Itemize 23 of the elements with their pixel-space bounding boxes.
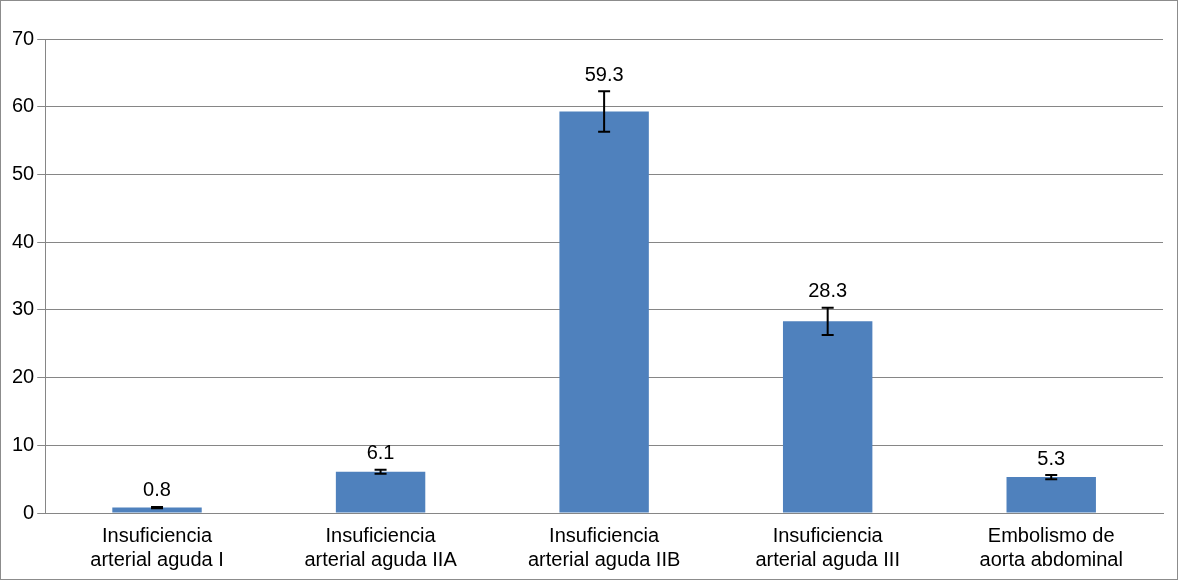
data-label: 0.8 <box>143 478 171 501</box>
x-tick-label: Insuficiencia arterial aguda IIA <box>304 523 458 570</box>
bar <box>335 471 426 513</box>
bar <box>782 321 873 513</box>
y-tick-label: 40 <box>12 229 35 252</box>
y-tick-label: 30 <box>12 297 35 320</box>
data-label: 28.3 <box>808 279 848 302</box>
bar <box>559 111 649 513</box>
y-tick-label: 10 <box>12 432 35 455</box>
data-label: 6.1 <box>366 441 395 464</box>
y-tick-label: 70 <box>12 26 35 49</box>
y-tick-label: 60 <box>12 94 35 117</box>
y-tick-label: 20 <box>12 365 35 388</box>
data-label: 59.3 <box>584 62 624 85</box>
x-tick-label: Insuficiencia arterial aguda III <box>755 523 900 570</box>
x-tick-label: Insuficiencia arterial aguda I <box>90 523 224 570</box>
y-tick-label: 0 <box>23 500 35 523</box>
bar <box>112 507 202 513</box>
y-tick-label: 50 <box>12 161 35 184</box>
x-tick-label: Embolismo de aorta abdominal <box>979 523 1123 570</box>
bar <box>1006 477 1096 513</box>
x-tick-label: Insuficiencia arterial aguda IIB <box>527 523 681 570</box>
data-label: 5.3 <box>1037 446 1066 469</box>
